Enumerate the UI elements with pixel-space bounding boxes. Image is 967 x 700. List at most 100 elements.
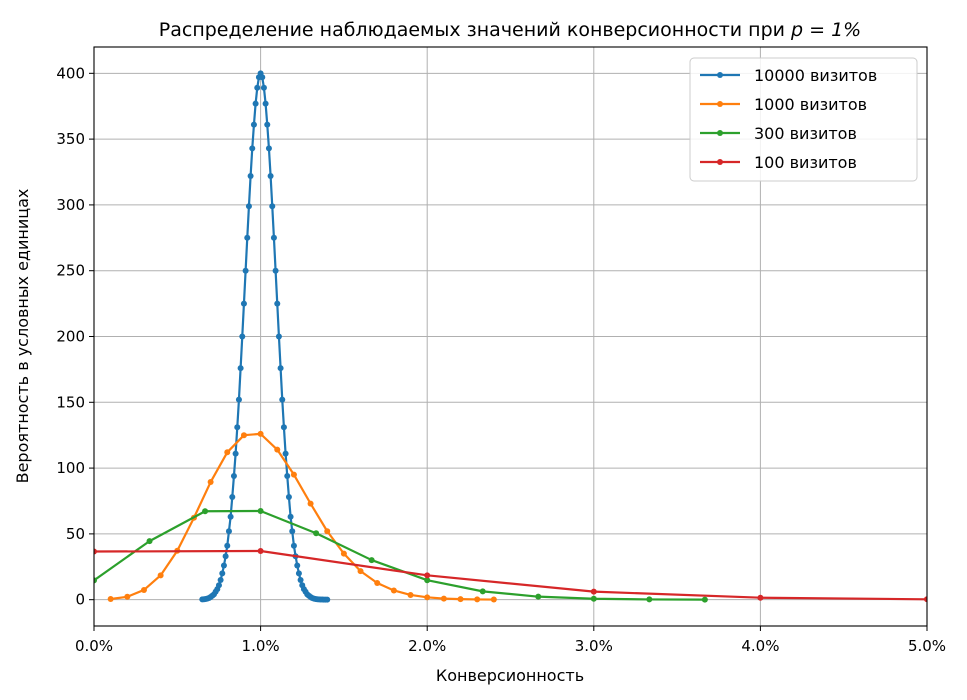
y-tick-label: 150 <box>56 393 85 411</box>
x-ticks: 0.0% 1.0% 2.0% 3.0% 4.0% 5.0% <box>75 626 946 655</box>
data-point <box>279 396 286 403</box>
data-point <box>140 586 147 593</box>
data-point <box>224 449 231 456</box>
data-point <box>124 593 131 600</box>
series-line <box>94 549 927 601</box>
data-point <box>590 588 597 595</box>
x-tick-label: 3.0% <box>575 637 613 655</box>
legend-marker <box>717 72 723 78</box>
legend-marker <box>717 130 723 136</box>
data-point <box>307 500 314 507</box>
series-group <box>94 70 927 603</box>
data-point <box>440 595 447 602</box>
legend-marker <box>717 101 723 107</box>
data-point <box>249 145 256 152</box>
legend-marker <box>717 159 723 165</box>
data-point <box>94 577 97 584</box>
data-point <box>207 479 214 486</box>
data-point <box>374 579 381 586</box>
data-point <box>424 594 431 601</box>
data-point <box>259 74 266 81</box>
data-point <box>264 121 271 128</box>
y-tick-label: 100 <box>56 459 85 477</box>
data-point <box>924 596 927 603</box>
y-axis-label: Вероятность в условных единицах <box>13 189 32 484</box>
data-point <box>340 550 347 557</box>
data-point <box>313 530 320 537</box>
data-point <box>260 84 267 91</box>
data-point <box>324 528 331 535</box>
data-point <box>234 424 241 431</box>
data-point <box>257 430 264 437</box>
series-line <box>110 432 494 601</box>
data-point <box>227 513 234 520</box>
data-point <box>107 596 114 603</box>
y-tick-label: 350 <box>56 130 85 148</box>
data-point <box>324 596 331 603</box>
data-point <box>242 267 249 274</box>
data-point <box>479 588 486 595</box>
data-point <box>247 172 254 179</box>
y-tick-label: 200 <box>56 328 85 346</box>
data-point <box>252 100 259 107</box>
data-point <box>474 596 481 603</box>
data-point <box>282 450 289 457</box>
data-point <box>229 494 236 501</box>
data-point <box>222 553 229 560</box>
data-point <box>290 471 297 478</box>
data-point <box>215 582 222 589</box>
data-point <box>274 446 281 453</box>
data-point <box>230 472 237 479</box>
legend-label: 10000 визитов <box>754 66 877 85</box>
data-point <box>240 432 247 439</box>
data-point <box>269 203 276 210</box>
data-point <box>457 596 464 603</box>
series-1 <box>107 430 497 603</box>
data-point <box>257 547 264 554</box>
data-point <box>284 472 291 479</box>
data-point <box>424 577 431 584</box>
x-axis-label: Конверсионность <box>436 666 584 685</box>
data-point <box>270 234 277 241</box>
data-point <box>219 570 226 577</box>
legend-label: 300 визитов <box>754 124 857 143</box>
chart-title: Распределение наблюдаемых значений конве… <box>159 19 861 41</box>
data-point <box>290 542 297 549</box>
data-point <box>287 513 294 520</box>
data-point <box>202 508 209 515</box>
data-point <box>240 300 247 307</box>
y-ticks: 0 50 100 150 200 250 300 350 400 <box>56 64 94 609</box>
data-point <box>535 593 542 600</box>
data-point <box>272 267 279 274</box>
data-point <box>280 424 287 431</box>
data-point <box>357 568 364 575</box>
data-point <box>254 84 261 91</box>
data-point <box>224 542 231 549</box>
data-point <box>701 596 708 603</box>
data-point <box>146 538 153 545</box>
data-point <box>297 576 304 583</box>
series-0 <box>199 70 331 603</box>
data-point <box>250 121 257 128</box>
x-tick-label: 1.0% <box>242 637 280 655</box>
y-tick-label: 400 <box>56 64 85 82</box>
data-point <box>262 100 269 107</box>
data-point <box>225 528 232 535</box>
x-tick-label: 2.0% <box>408 637 446 655</box>
x-tick-label: 5.0% <box>908 637 946 655</box>
data-point <box>274 300 281 307</box>
data-point <box>232 450 239 457</box>
series-line <box>94 509 705 601</box>
data-point <box>757 594 764 601</box>
legend-label: 1000 визитов <box>754 95 867 114</box>
data-point <box>157 572 164 579</box>
x-tick-label: 0.0% <box>75 637 113 655</box>
data-point <box>239 333 246 340</box>
data-point <box>220 562 227 569</box>
data-point <box>265 145 272 152</box>
y-tick-label: 250 <box>56 262 85 280</box>
y-tick-label: 0 <box>75 591 85 609</box>
data-point <box>94 548 97 555</box>
data-point <box>277 365 284 372</box>
